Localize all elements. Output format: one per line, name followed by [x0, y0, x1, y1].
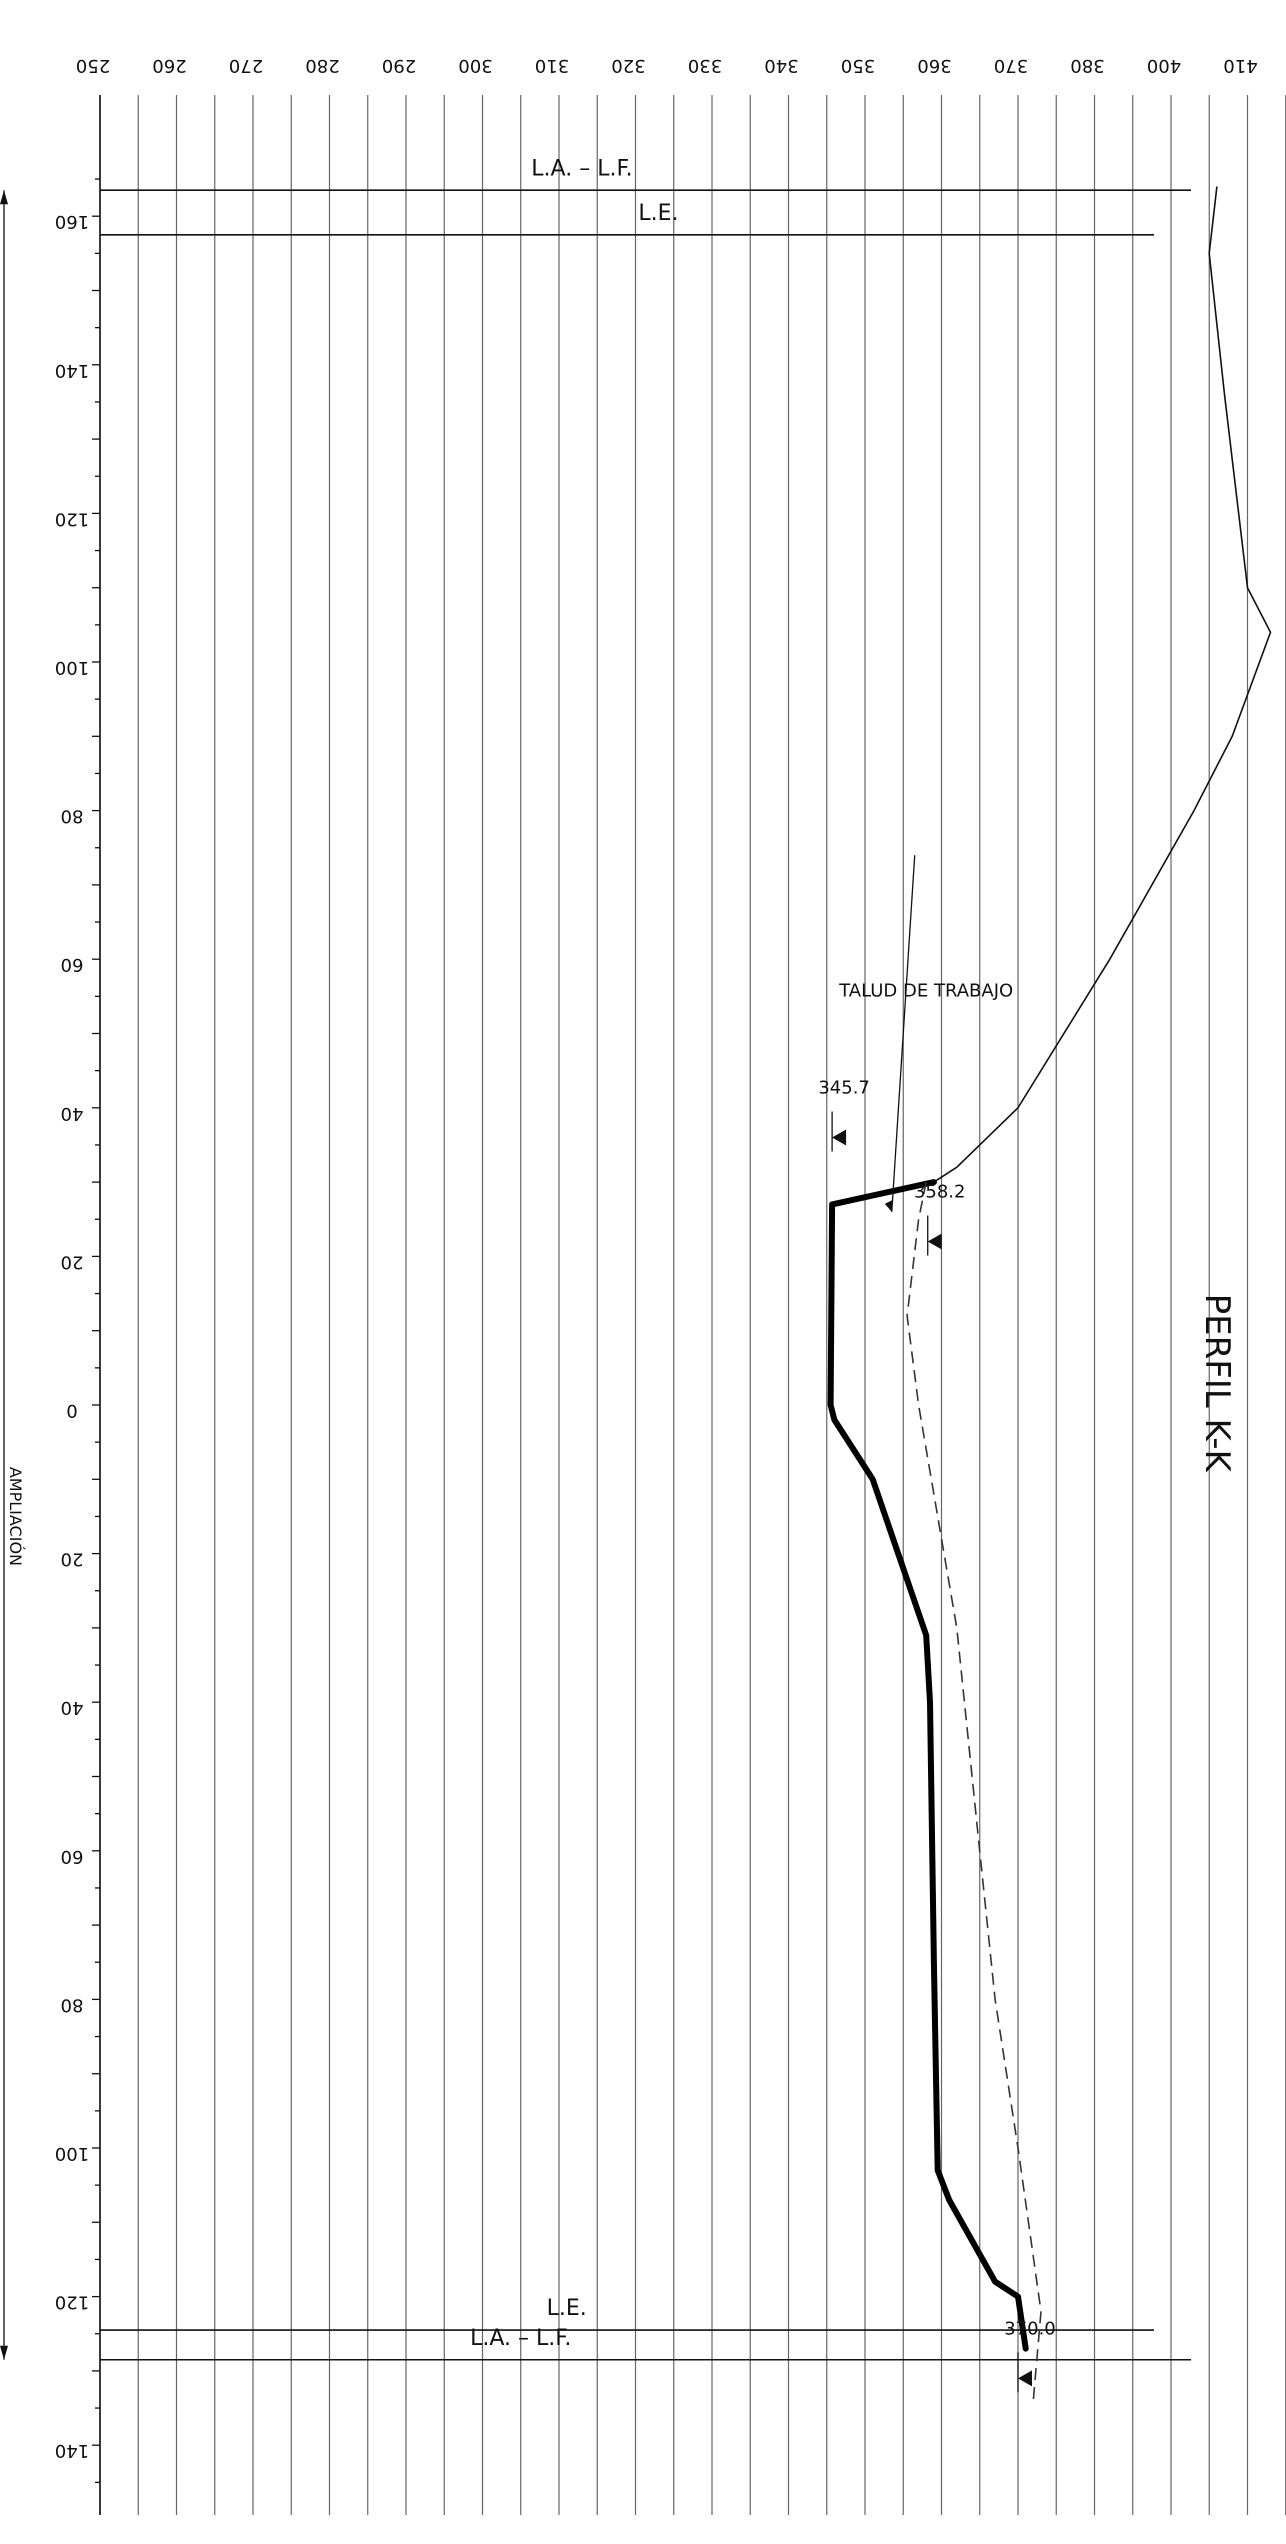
level-345-7-triangle [832, 1129, 847, 1146]
elevation-tick-label: 270 [229, 55, 263, 76]
elevation-tick-label: 260 [152, 55, 186, 76]
level-370-0-triangle [1018, 2370, 1032, 2387]
station-tick-label: 20 [61, 1251, 84, 1272]
tick-labels: 250 260 270 280 290 300 310 320 330 340 350 360 370 3… [55, 55, 1258, 2461]
label-talud-de-trabajo: TALUD DE TRABAJO [838, 980, 1013, 1001]
talud-leader-line [891, 855, 916, 1212]
elevation-tick-label: 250 [76, 55, 110, 76]
profile-curves [827, 186, 1272, 2401]
frame [0, 95, 1191, 2515]
elevation-tick-label: 330 [688, 55, 722, 76]
elevation-tick-label: 360 [917, 55, 951, 76]
elevation-tick-label: 380 [1070, 55, 1104, 76]
label-le-top: L.E. [638, 201, 678, 226]
station-tick-label: 140 [55, 2440, 89, 2461]
dashed-profile-line [906, 1181, 1042, 2401]
label-la-lf-bottom: L.A. – L.F. [470, 2326, 571, 2351]
station-tick-label: 40 [61, 1697, 84, 1718]
level-370-0-label: 370.0 [1004, 2318, 1056, 2339]
station-tick-label: 140 [55, 360, 89, 381]
station-tick-label: 60 [61, 1846, 84, 1867]
station-tick-label: 20 [61, 1549, 84, 1570]
talud-arrow [884, 1199, 893, 1212]
elevation-tick-label: 410 [1223, 55, 1257, 76]
terrain-line [933, 186, 1272, 1183]
elevation-tick-label: 400 [1147, 55, 1181, 76]
elevation-tick-label: 310 [535, 55, 569, 76]
title-perfil: PERFIL K-K [1197, 1294, 1237, 1474]
elevation-tick-label: 370 [994, 55, 1028, 76]
design-profile-line [827, 1179, 1029, 2352]
station-tick-label: 40 [61, 1103, 84, 1124]
station-tick-label: 100 [55, 2143, 89, 2164]
level-358-2-label: 358.2 [914, 1182, 966, 1203]
elevation-tick-label: 280 [305, 55, 339, 76]
station-tick-label: 100 [55, 657, 89, 678]
label-la-lf-top: L.A. – L.F. [531, 156, 632, 181]
station-tick-label: 120 [55, 2292, 89, 2313]
elevation-tick-label: 320 [611, 55, 645, 76]
dimension-arrow-start [0, 190, 8, 205]
station-tick-label: 60 [61, 954, 84, 975]
station-tick-label: 160 [55, 211, 89, 232]
rotated-sheet: L.A. – L.F.L.E.L.E.L.A. – L.F.PERFIL K-K… [0, 55, 1286, 2515]
grid-lines [99, 95, 1286, 2515]
elevation-tick-label: 300 [458, 55, 492, 76]
station-tick-label: 120 [55, 508, 89, 529]
elevation-tick-label: 340 [764, 55, 798, 76]
dimension-arrow-end [0, 2345, 8, 2360]
station-tick-label: 80 [61, 1994, 84, 2015]
elevation-tick-label: 290 [382, 55, 416, 76]
level-345-7-label: 345.7 [818, 1078, 870, 1099]
station-tick-label: 80 [61, 806, 84, 827]
level-358-2-triangle [927, 1233, 942, 1250]
label-ampliacion: AMPLIACIÓN [6, 1467, 25, 1566]
elevation-tick-label: 350 [841, 55, 875, 76]
station-tick-label-zero: 0 [66, 1400, 77, 1421]
annotations: L.A. – L.F.L.E.L.E.L.A. – L.F.PERFIL K-K… [6, 156, 1237, 2393]
label-le-bottom: L.E. [547, 2296, 587, 2321]
